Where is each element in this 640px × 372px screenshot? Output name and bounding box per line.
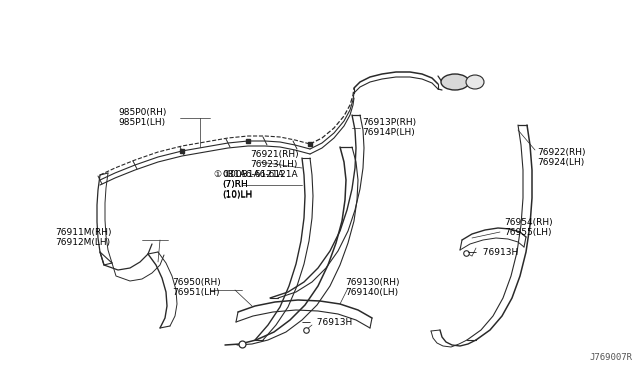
Text: 0B1A6-6121A: 0B1A6-6121A xyxy=(222,170,284,179)
Text: 985P0(RH)
985P1(LH): 985P0(RH) 985P1(LH) xyxy=(118,108,166,127)
Text: J769007R: J769007R xyxy=(589,353,632,362)
Ellipse shape xyxy=(466,75,484,89)
Text: 76950(RH)
76951(LH): 76950(RH) 76951(LH) xyxy=(172,278,221,297)
Text: 76913P(RH)
76914P(LH): 76913P(RH) 76914P(LH) xyxy=(362,118,416,137)
Text: —  76913H: — 76913H xyxy=(302,318,352,327)
Text: ①: ① xyxy=(213,170,221,179)
Text: 76921(RH)
76923(LH): 76921(RH) 76923(LH) xyxy=(250,150,299,169)
Text: 76922(RH)
76924(LH): 76922(RH) 76924(LH) xyxy=(537,148,586,167)
Text: 76911M(RH)
76912M(LH): 76911M(RH) 76912M(LH) xyxy=(55,228,111,247)
Text: (10)LH: (10)LH xyxy=(222,190,252,199)
Text: 76954(RH)
76955(LH): 76954(RH) 76955(LH) xyxy=(504,218,552,237)
Text: (7)RH: (7)RH xyxy=(222,180,248,189)
Text: —  76913H: — 76913H xyxy=(468,248,518,257)
Ellipse shape xyxy=(441,74,469,90)
Text: ①00B1A6-6121A
(7)RH
(10)LH: ①00B1A6-6121A (7)RH (10)LH xyxy=(222,170,298,200)
Text: 769130(RH)
769140(LH): 769130(RH) 769140(LH) xyxy=(345,278,399,297)
